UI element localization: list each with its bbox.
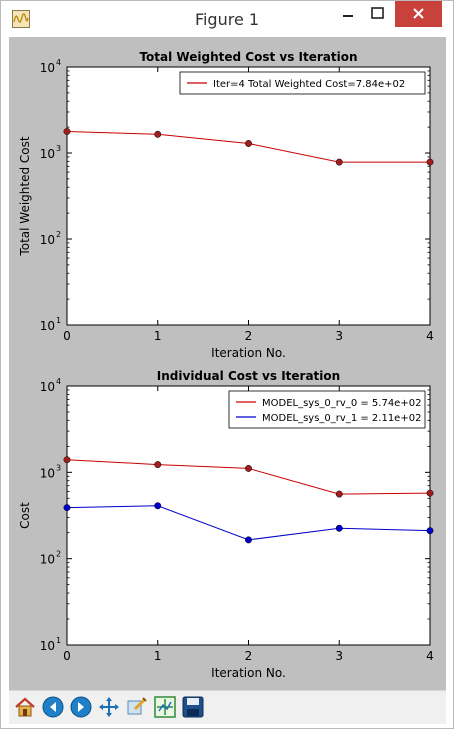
back-arrow-icon[interactable]: [41, 695, 65, 719]
navigation-toolbar: [9, 690, 446, 724]
window-title: Figure 1: [194, 10, 260, 29]
forward-arrow-icon[interactable]: [69, 695, 93, 719]
y-axis-label: Total Weighted Cost: [18, 136, 32, 256]
legend-label: Iter=4 Total Weighted Cost=7.84e+02: [213, 79, 405, 90]
plot-area: [66, 66, 431, 326]
maximize-button[interactable]: [363, 1, 391, 27]
x-tick-label: 2: [245, 649, 253, 663]
plot-area: [66, 385, 431, 646]
legend-label: MODEL_sys_0_rv_1 = 2.11e+02: [262, 413, 421, 424]
x-axis-label: Iteration No.: [211, 666, 286, 680]
y-tick-label-exponent: 1: [56, 316, 61, 325]
title-bar[interactable]: Figure 1: [1, 1, 453, 37]
data-point: [63, 128, 71, 135]
x-tick-label: 3: [335, 649, 343, 663]
x-tick-label: 1: [154, 329, 162, 343]
data-point: [63, 504, 71, 512]
data-point: [245, 464, 252, 472]
x-tick-label: 4: [426, 649, 434, 663]
zoom-icon[interactable]: [125, 695, 149, 719]
y-tick-label-base: 10: [40, 553, 55, 567]
y-tick-label-base: 10: [40, 466, 55, 480]
configure-subplots-icon[interactable]: [153, 695, 177, 719]
minimize-button[interactable]: [334, 1, 362, 27]
x-tick-label: 3: [335, 329, 343, 343]
y-tick-label-base: 10: [40, 639, 55, 653]
matplotlib-app-icon: [12, 10, 30, 28]
x-tick-label: 1: [154, 649, 162, 663]
x-tick-label: 4: [426, 329, 434, 343]
y-tick-label-exponent: 4: [56, 377, 61, 386]
y-tick-label-base: 10: [40, 61, 55, 75]
y-tick-label-exponent: 3: [56, 144, 61, 153]
data-point: [426, 158, 434, 166]
home-icon[interactable]: [13, 695, 37, 719]
y-tick-label-exponent: 3: [56, 463, 61, 472]
legend-box: [228, 390, 426, 429]
data-point: [426, 489, 434, 497]
y-tick-label-exponent: 1: [56, 636, 61, 645]
chart-title: Total Weighted Cost vs Iteration: [139, 50, 357, 64]
minimize-icon: [343, 15, 353, 17]
legend-box: [179, 71, 426, 95]
data-point: [245, 140, 252, 147]
data-point: [154, 461, 162, 469]
data-point: [335, 490, 343, 498]
y-tick-label-base: 10: [40, 319, 55, 333]
y-tick-label-base: 10: [40, 380, 55, 394]
y-tick-label-base: 10: [40, 233, 55, 247]
x-tick-label: 2: [245, 329, 253, 343]
y-tick-label-exponent: 2: [56, 230, 61, 239]
x-axis-label: Iteration No.: [211, 346, 286, 360]
pan-icon[interactable]: [97, 695, 121, 719]
save-icon[interactable]: [181, 695, 205, 719]
y-tick-label-base: 10: [40, 147, 55, 161]
maximize-icon: [371, 7, 384, 19]
data-point: [335, 524, 343, 532]
y-tick-label-exponent: 4: [56, 58, 61, 67]
x-tick-label: 0: [63, 649, 71, 663]
data-point: [335, 158, 343, 166]
figure-canvas[interactable]: 10 1 10 2 10 3 10 4 0 1 2 3 4 Total Weighted Cost vs …: [9, 37, 446, 690]
y-tick-label-exponent: 2: [56, 550, 61, 559]
data-point: [63, 456, 71, 464]
close-icon: [413, 8, 424, 19]
chart-title: Individual Cost vs Iteration: [157, 369, 340, 383]
data-point: [426, 527, 434, 535]
y-axis-label: Cost: [18, 502, 32, 529]
data-point: [154, 502, 162, 510]
legend-label: MODEL_sys_0_rv_0 = 5.74e+02: [262, 398, 421, 409]
data-point: [245, 536, 252, 544]
x-tick-label: 0: [63, 329, 71, 343]
close-button[interactable]: [395, 1, 442, 27]
data-point: [154, 130, 162, 138]
